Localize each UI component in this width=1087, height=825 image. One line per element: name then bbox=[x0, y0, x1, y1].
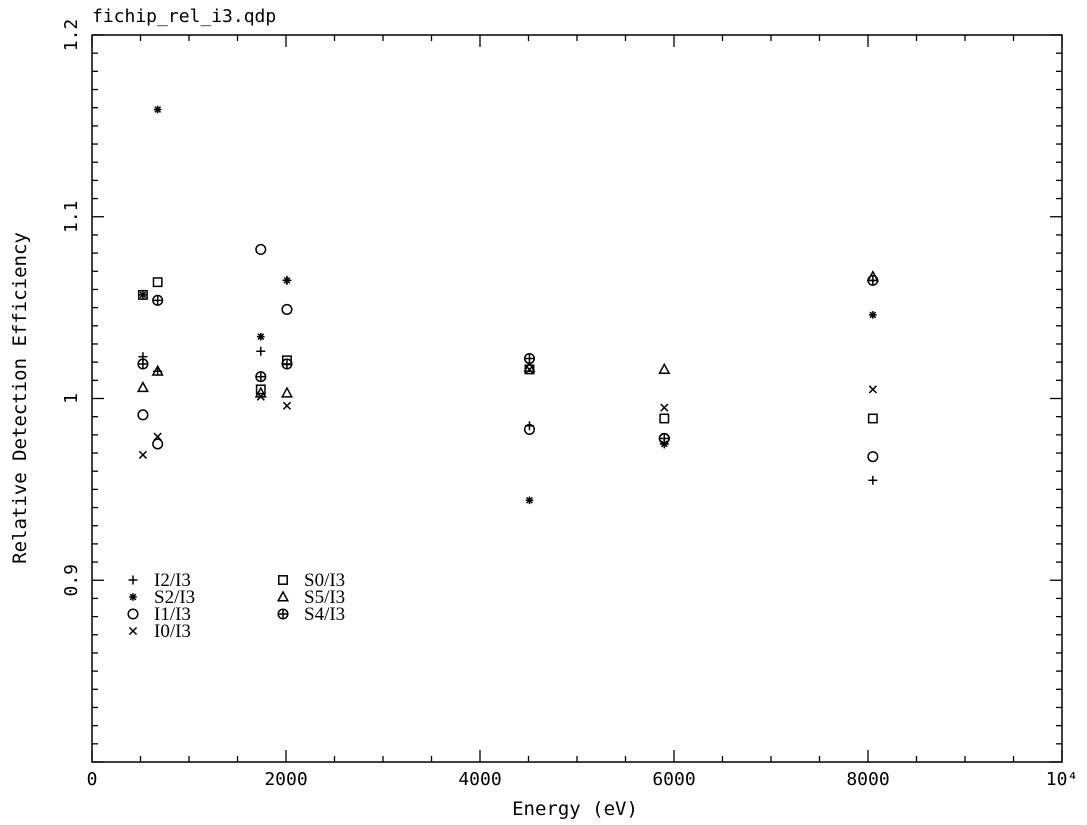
data-point-asterisk bbox=[139, 291, 147, 299]
data-point-triangle bbox=[523, 361, 536, 373]
data-point-circle bbox=[137, 409, 149, 421]
legend-marker-plus bbox=[128, 575, 138, 585]
legend-marker-triangle bbox=[276, 590, 290, 602]
data-point-circle-plus bbox=[152, 294, 164, 306]
data-point-circle bbox=[523, 423, 536, 435]
data-point-triangle bbox=[280, 386, 294, 398]
legend-marker-square bbox=[278, 575, 288, 585]
legend-label: I0/I3 bbox=[154, 621, 191, 642]
data-point-triangle bbox=[658, 362, 671, 374]
data-point-square bbox=[659, 413, 670, 424]
legend-label: I1/I3 bbox=[154, 604, 191, 625]
x-tick-label: 6000 bbox=[652, 769, 695, 790]
y-tick-label: 0.9 bbox=[61, 564, 82, 597]
plot-frame bbox=[91, 34, 1063, 763]
legend-marker-asterisk bbox=[129, 593, 137, 601]
data-point-circle-plus bbox=[523, 352, 536, 365]
legend-label: S5/I3 bbox=[304, 587, 345, 608]
y-tick-label: 1.2 bbox=[61, 19, 82, 52]
legend-marker-cross bbox=[128, 626, 138, 636]
axis-ticks bbox=[91, 34, 1063, 763]
data-point-plus bbox=[868, 475, 878, 485]
data-points bbox=[136, 105, 879, 505]
legend-label: S2/I3 bbox=[154, 587, 195, 608]
data-point-triangle bbox=[254, 386, 267, 398]
legend-marker-circle bbox=[127, 608, 139, 620]
x-tick-label: 4000 bbox=[458, 769, 501, 790]
data-point-circle-plus bbox=[137, 358, 149, 370]
y-tick-label: 1 bbox=[61, 393, 82, 404]
x-axis-label: Energy (eV) bbox=[512, 798, 638, 820]
axis-tick-labels: 0 2000 4000 6000 8000 10⁴ 0.9 1 1.1 1.2 bbox=[61, 19, 1078, 790]
data-point-plus bbox=[256, 346, 266, 356]
data-point-circle-plus bbox=[867, 274, 879, 286]
y-tick-label: 1.1 bbox=[61, 200, 82, 233]
x-tick-label: 0 bbox=[87, 769, 98, 790]
data-point-asterisk bbox=[256, 332, 265, 341]
data-point-cross bbox=[153, 432, 162, 441]
data-point-square bbox=[255, 384, 266, 395]
y-axis-label: Relative Detection Efficiency bbox=[9, 232, 31, 564]
x-tick-label: 10⁴ bbox=[1046, 769, 1079, 790]
x-tick-label: 8000 bbox=[846, 769, 889, 790]
data-point-asterisk bbox=[525, 496, 534, 505]
data-point-square bbox=[867, 413, 878, 424]
legend-label: S0/I3 bbox=[304, 570, 345, 591]
legend-label: S4/I3 bbox=[304, 604, 345, 625]
data-point-circle bbox=[281, 303, 293, 315]
legend-marker-circle-plus bbox=[277, 608, 289, 620]
x-tick-label: 2000 bbox=[264, 769, 307, 790]
data-point-triangle bbox=[151, 364, 164, 376]
data-point-cross bbox=[660, 403, 669, 412]
data-point-circle-plus bbox=[255, 371, 267, 383]
data-point-cross bbox=[282, 401, 292, 410]
data-point-cross bbox=[138, 450, 148, 459]
data-point-asterisk bbox=[869, 311, 877, 319]
data-point-asterisk bbox=[283, 276, 291, 285]
data-point-circle-plus bbox=[281, 358, 293, 370]
chart-title: fichip_rel_i3.qdp bbox=[92, 6, 276, 27]
data-point-circle bbox=[255, 243, 267, 256]
data-point-circle bbox=[152, 438, 164, 450]
data-point-square bbox=[152, 277, 163, 288]
data-point-asterisk bbox=[153, 105, 162, 114]
legend-label: I2/I3 bbox=[154, 570, 191, 591]
data-point-circle bbox=[867, 451, 879, 463]
data-point-triangle bbox=[136, 381, 149, 393]
data-point-circle-plus bbox=[658, 432, 670, 445]
data-point-square bbox=[137, 289, 148, 300]
data-point-cross bbox=[868, 385, 877, 394]
